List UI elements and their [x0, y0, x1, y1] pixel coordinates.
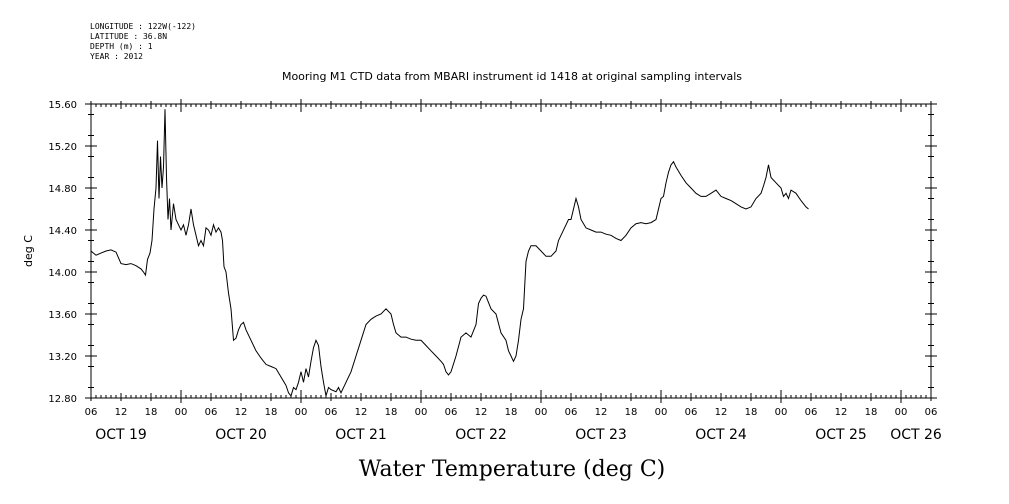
x-tick-label: 12: [115, 407, 128, 418]
x-tick-label: 06: [685, 407, 698, 418]
x-tick-label: 06: [445, 407, 458, 418]
metadata-block: LONGITUDE : 122W(-122) LATITUDE : 36.8N …: [90, 22, 196, 62]
x-tick-label: 12: [715, 407, 728, 418]
x-tick-label: 06: [325, 407, 338, 418]
x-tick-label: 12: [835, 407, 848, 418]
x-tick-label: 18: [505, 407, 518, 418]
x-tick-label: 06: [85, 407, 98, 418]
x-axis-label: Water Temperature (deg C): [359, 457, 666, 482]
day-label: OCT 26: [890, 427, 942, 443]
y-tick-label: 12.80: [48, 394, 77, 405]
chart-title: Mooring M1 CTD data from MBARI instrumen…: [282, 70, 742, 83]
x-tick-label: 00: [175, 407, 188, 418]
y-tick-label: 15.20: [48, 142, 77, 153]
x-tick-label: 00: [415, 407, 428, 418]
x-tick-label: 06: [205, 407, 218, 418]
x-tick-label: 00: [655, 407, 668, 418]
x-tick-label: 18: [745, 407, 758, 418]
day-label: OCT 25: [815, 427, 867, 443]
day-label: OCT 23: [575, 427, 627, 443]
meta-depth: DEPTH (m) : 1: [90, 42, 153, 51]
y-tick-label: 14.40: [48, 226, 77, 237]
x-tick-label: 00: [895, 407, 908, 418]
y-tick-label: 13.20: [48, 352, 77, 363]
x-tick-label: 18: [865, 407, 878, 418]
x-tick-label: 06: [925, 407, 938, 418]
y-axis-label: deg C: [22, 235, 35, 267]
y-tick-labels: 12.80 13.20 13.60 14.00 14.40 14.80 15.20 15.60: [48, 100, 77, 405]
y-tick-label: 14.80: [48, 184, 77, 195]
x-tick-label: 18: [265, 407, 278, 418]
axis-ticks: [85, 99, 937, 403]
meta-year: YEAR : 2012: [90, 52, 143, 61]
meta-latitude: LATITUDE : 36.8N: [90, 32, 168, 41]
day-labels: OCT 19 OCT 20 OCT 21 OCT 22 OCT 23 OCT 24 OCT …: [95, 427, 942, 443]
x-tick-label: 06: [565, 407, 578, 418]
x-tick-label: 12: [235, 407, 248, 418]
meta-longitude: LONGITUDE : 122W(-122): [90, 22, 196, 31]
x-tick-label: 12: [355, 407, 368, 418]
x-tick-label: 00: [775, 407, 788, 418]
x-tick-label: 18: [625, 407, 638, 418]
x-tick-label: 12: [475, 407, 488, 418]
x-tick-label: 00: [295, 407, 308, 418]
x-tick-label: 12: [595, 407, 608, 418]
day-label: OCT 24: [695, 427, 747, 443]
day-label: OCT 20: [215, 427, 267, 443]
x-tick-label: 06: [805, 407, 818, 418]
y-tick-label: 13.60: [48, 310, 77, 321]
day-label: OCT 22: [455, 427, 507, 443]
x-tick-labels: 06 12 18 00 06 12 18 00 06 12 18 00 06 12 18 00 06 12 18 00…: [85, 407, 938, 418]
plot-frame: [90, 103, 932, 399]
x-tick-label: 18: [385, 407, 398, 418]
y-tick-label: 15.60: [48, 100, 77, 111]
day-label: OCT 21: [335, 427, 387, 443]
x-tick-label: 00: [535, 407, 548, 418]
series-line: [90, 109, 809, 397]
day-label: OCT 19: [95, 427, 147, 443]
y-tick-label: 14.00: [48, 268, 77, 279]
x-tick-label: 18: [145, 407, 158, 418]
